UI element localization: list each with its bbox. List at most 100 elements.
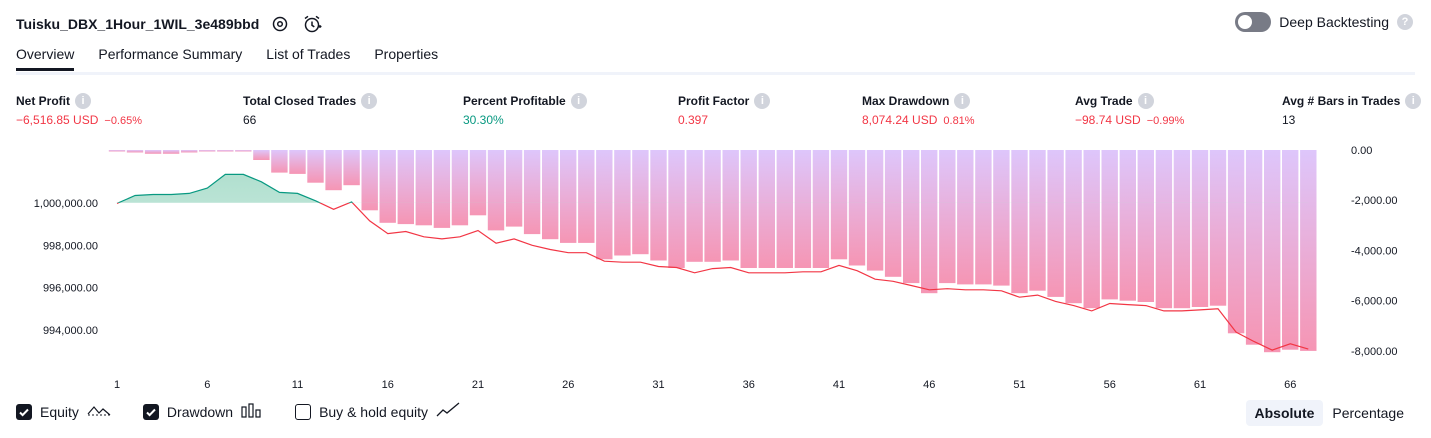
x-tick-label: 46	[923, 379, 935, 391]
report-tabs: Overview Performance Summary List of Tra…	[16, 46, 438, 71]
legend-equity[interactable]: Equity	[16, 402, 111, 421]
tab-properties[interactable]: Properties	[374, 46, 439, 62]
deep-backtesting-toggle[interactable]	[1235, 12, 1272, 32]
drawdown-bar	[181, 150, 198, 153]
equity-fills	[117, 174, 1309, 203]
stat-avg-trade: Avg Trade i −98.74 USD −0.99%	[1075, 93, 1184, 127]
drawdown-bar	[343, 150, 360, 186]
drawdown-bar	[939, 150, 956, 284]
equity-drawdown-chart[interactable]: 1,000,000.00 998,000.00 996,000.00 994,000.…	[0, 140, 1431, 396]
drawdown-bar	[505, 150, 523, 227]
tab-performance-summary[interactable]: Performance Summary	[98, 46, 243, 62]
drawdown-bar	[722, 150, 739, 261]
drawdown-bar	[108, 150, 126, 152]
stat-value: 8,074.24 USD	[862, 113, 938, 127]
drawdown-bar	[776, 150, 793, 268]
drawdown-tick-label: -2,000.00	[1351, 195, 1397, 207]
drawdown-bar	[830, 150, 848, 260]
equity-line-loss	[116, 202, 1309, 351]
stat-label: Net Profit	[16, 94, 70, 108]
chart-legend: Equity Drawdown Buy & hold equity	[16, 402, 460, 421]
drawdown-bar	[1047, 150, 1064, 297]
info-icon[interactable]: i	[570, 93, 587, 109]
help-icon[interactable]: ?	[1397, 14, 1413, 30]
legend-equity-label: Equity	[40, 403, 79, 420]
drawdown-bar	[596, 150, 613, 260]
buy-hold-line-icon	[436, 402, 460, 421]
stat-label: Profit Factor	[678, 94, 750, 108]
equity-line-profit	[116, 173, 354, 203]
drawdown-bar	[325, 150, 342, 191]
alarm-clock-icon[interactable]	[301, 13, 323, 35]
drawdown-checkbox[interactable]	[142, 403, 159, 420]
x-tick-label: 41	[833, 379, 845, 391]
drawdown-bar	[1065, 150, 1082, 304]
tab-overview[interactable]: Overview	[16, 46, 75, 71]
drawdown-bar	[1300, 150, 1317, 351]
stats-row: Net Profit i −6,516.85 USD −0.65% Total Cl…	[0, 93, 1431, 133]
info-icon[interactable]: i	[754, 93, 771, 109]
info-icon[interactable]: i	[75, 93, 91, 109]
tabs-divider	[16, 72, 1415, 75]
drawdown-bar	[379, 150, 396, 223]
drawdown-bar	[884, 150, 902, 277]
drawdown-bar	[1191, 150, 1209, 307]
deep-backtesting-label: Deep Backtesting	[1279, 14, 1389, 30]
x-tick-label: 11	[292, 379, 303, 391]
drawdown-bar	[1245, 150, 1263, 345]
stat-percent: −0.99%	[1146, 115, 1185, 127]
drawdown-bar	[307, 150, 324, 183]
drawdown-bar	[126, 150, 144, 153]
equity-checkbox[interactable]	[16, 403, 32, 420]
equity-tick-label: 994,000.00	[43, 325, 98, 337]
x-tick-label: 31	[652, 379, 664, 391]
drawdown-bar	[433, 150, 451, 228]
drawdown-axis: 0.00 -2,000.00 -4,000.00 -6,000.00 -8,000.00	[1351, 145, 1397, 358]
drawdown-bar	[1155, 150, 1173, 309]
drawdown-bar	[704, 150, 721, 262]
legend-buy-hold[interactable]: Buy & hold equity	[295, 402, 460, 421]
x-tick-label: 51	[1013, 379, 1025, 391]
drawdown-bar	[1101, 150, 1118, 300]
drawdown-bar	[921, 150, 938, 294]
drawdown-bar	[253, 150, 270, 160]
gear-icon[interactable]	[269, 13, 291, 35]
absolute-button[interactable]: Absolute	[1245, 400, 1324, 426]
stat-percent: 0.81%	[943, 115, 975, 127]
buy-hold-checkbox[interactable]	[295, 403, 312, 420]
info-icon[interactable]: i	[1405, 93, 1422, 109]
drawdown-bar	[812, 150, 830, 268]
drawdown-bar	[560, 150, 577, 243]
drawdown-bar	[487, 150, 505, 231]
drawdown-bars-icon	[241, 402, 263, 421]
stat-value: 66	[243, 113, 257, 127]
stat-total-closed-trades: Total Closed Trades i 66	[243, 93, 378, 127]
drawdown-tick-label: -6,000.00	[1351, 296, 1397, 308]
drawdown-bar	[1209, 150, 1227, 306]
percentage-button[interactable]: Percentage	[1332, 405, 1404, 421]
drawdown-bar	[650, 150, 667, 261]
drawdown-bar	[993, 150, 1010, 286]
x-tick-label: 21	[472, 379, 484, 391]
info-icon[interactable]: i	[361, 93, 378, 109]
legend-buy-hold-label: Buy & hold equity	[319, 403, 429, 420]
equity-axis: 1,000,000.00 998,000.00 996,000.00 994,000.…	[34, 198, 98, 337]
drawdown-bar	[235, 150, 252, 152]
drawdown-bar	[451, 150, 469, 226]
legend-drawdown-label: Drawdown	[166, 403, 234, 420]
info-icon[interactable]: i	[954, 93, 971, 109]
drawdown-bar	[361, 150, 378, 211]
drawdown-bar	[903, 150, 920, 284]
drawdown-bar	[144, 150, 162, 154]
stat-value: 13	[1282, 113, 1296, 127]
drawdown-bar	[542, 150, 559, 240]
drawdown-bar	[469, 150, 487, 216]
legend-drawdown[interactable]: Drawdown	[142, 402, 263, 421]
tab-list-of-trades[interactable]: List of Trades	[266, 46, 351, 62]
drawdown-bar	[1137, 150, 1154, 302]
drawdown-bars	[108, 150, 1317, 353]
drawdown-tick-label: 0.00	[1351, 145, 1372, 157]
drawdown-bar	[1119, 150, 1136, 301]
strategy-name: Tuisku_DBX_1Hour_1WIL_3e489bbd	[16, 16, 260, 32]
info-icon[interactable]: i	[1137, 93, 1154, 109]
